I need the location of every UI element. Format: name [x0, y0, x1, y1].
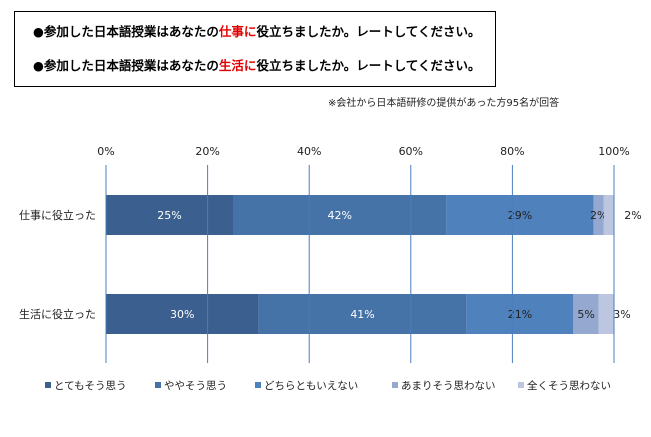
- legend-swatch: [45, 382, 51, 388]
- bar-segment: [573, 294, 599, 334]
- legend-label: どちらともいえない: [264, 380, 358, 392]
- bar-segment: [466, 294, 574, 334]
- data-label: 2%: [624, 209, 641, 222]
- legend-label: とてもそう思う: [54, 380, 126, 392]
- question-text: ●参加した日本語授業はあなたの: [33, 24, 219, 39]
- respondent-note: ※会社から日本語研修の提供があった方95名が回答: [328, 98, 560, 109]
- category-label: 生活に役立った: [19, 307, 96, 321]
- x-tick-label: 20%: [195, 145, 219, 158]
- question-box: ●参加した日本語授業はあなたの仕事に役立ちましたか。レートしてください。 ●参加…: [14, 11, 496, 87]
- data-label: 29%: [508, 209, 532, 222]
- data-label: 2%: [590, 209, 607, 222]
- category-label: 仕事に役立った: [19, 208, 96, 222]
- bar-segment: [106, 195, 233, 235]
- x-tick-label: 40%: [297, 145, 321, 158]
- legend-swatch: [518, 382, 524, 388]
- data-label: 25%: [157, 209, 181, 222]
- question-work: ●参加した日本語授業はあなたの仕事に役立ちましたか。レートしてください。: [33, 21, 480, 40]
- legend-swatch: [255, 382, 261, 388]
- question-text: ●参加した日本語授業はあなたの: [33, 58, 219, 73]
- question-highlight: 生活に: [218, 58, 257, 73]
- data-label: 41%: [350, 308, 374, 321]
- legend-label: 全くそう思わない: [527, 379, 611, 392]
- data-label: 3%: [613, 308, 630, 321]
- question-text: 役立ちましたか。レートしてください。: [256, 58, 481, 73]
- bar-segment: [598, 294, 614, 334]
- data-label: 30%: [170, 308, 194, 321]
- question-text: 役立ちましたか。レートしてください。: [256, 24, 481, 39]
- question-highlight: 仕事に: [218, 24, 257, 39]
- bar-segment: [106, 294, 259, 334]
- bar-segment: [603, 195, 614, 235]
- question-life: ●参加した日本語授業はあなたの生活に役立ちましたか。レートしてください。: [33, 55, 480, 74]
- legend-swatch: [155, 382, 161, 388]
- data-label: 42%: [327, 209, 351, 222]
- data-label: 5%: [577, 308, 594, 321]
- x-tick-label: 100%: [598, 145, 629, 158]
- x-tick-label: 0%: [97, 145, 114, 158]
- bar-segment: [446, 195, 594, 235]
- bar-segment: [258, 294, 467, 334]
- legend-label: ややそう思う: [164, 380, 227, 392]
- x-tick-label: 80%: [500, 145, 524, 158]
- legend-swatch: [392, 382, 398, 388]
- data-label: 21%: [508, 308, 532, 321]
- x-tick-label: 60%: [399, 145, 423, 158]
- legend-label: あまりそう思わない: [401, 380, 496, 392]
- bar-segment: [593, 195, 604, 235]
